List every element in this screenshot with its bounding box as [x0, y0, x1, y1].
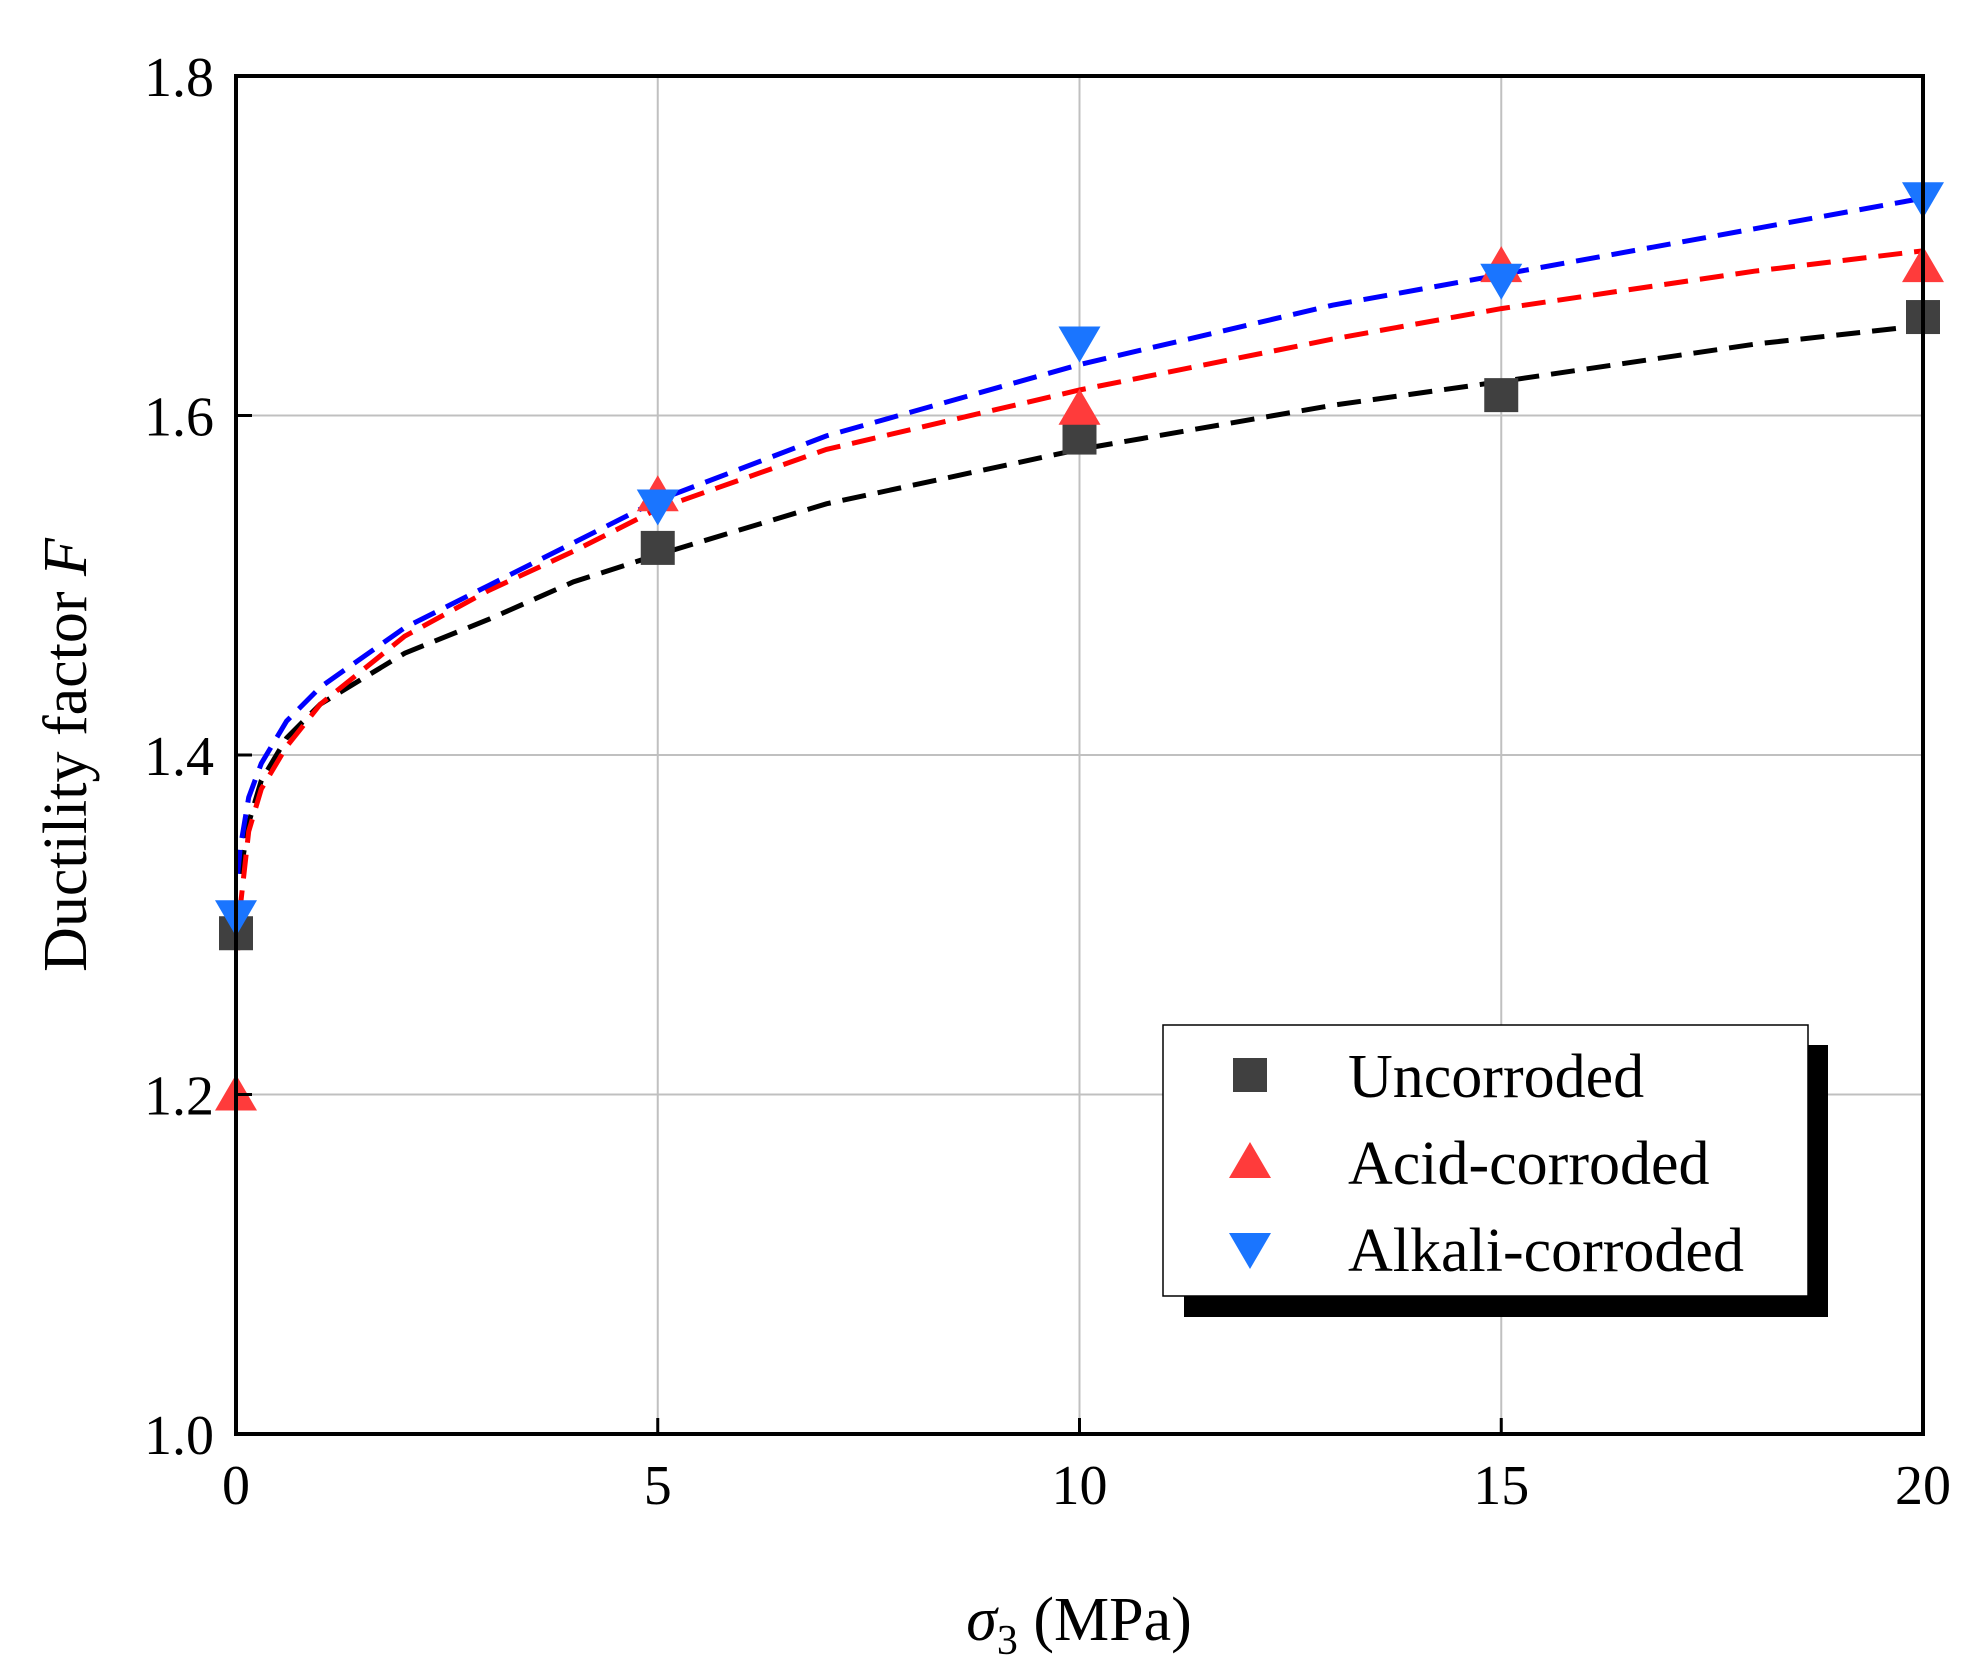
axis-ticks: 0 5 10 15 20 1.0 1.2 1.4 1.6 1.8 — [144, 47, 1951, 1517]
y-tick-label: 1.4 — [144, 726, 214, 788]
point-acid-corroded — [1058, 388, 1101, 425]
x-tick-label: 5 — [644, 1455, 672, 1517]
legend-marker-uncorroded — [1233, 1058, 1267, 1092]
legend-box — [1162, 1024, 1809, 1297]
x-axis-title: σ3 (MPa) — [966, 1586, 1192, 1664]
y-tick-label: 1.2 — [144, 1066, 214, 1128]
fit-curve-acid-corroded — [235, 248, 1924, 951]
legend-marker-acid-corroded — [1229, 1142, 1271, 1178]
fit-curves — [235, 195, 1924, 951]
x-tick-label: 0 — [222, 1455, 250, 1517]
point-uncorroded — [1062, 420, 1097, 455]
point-alkali-corroded — [1058, 326, 1101, 363]
point-uncorroded — [1484, 378, 1519, 413]
x-tick-label: 10 — [1052, 1455, 1108, 1517]
y-axis-text: Ductility factor — [32, 576, 100, 972]
x-axis-symbol: σ — [966, 1586, 999, 1654]
x-axis-unit: (MPa) — [1018, 1586, 1192, 1654]
legend-label-alkali-corroded: Alkali-corroded — [1348, 1217, 1744, 1285]
x-tick-label: 20 — [1895, 1455, 1951, 1517]
legend-marker-alkali-corroded — [1229, 1233, 1271, 1269]
y-tick-label: 1.6 — [144, 387, 214, 449]
fit-curve-alkali-corroded — [235, 195, 1924, 875]
y-axis-title: Ductility factor F — [32, 537, 100, 972]
x-axis-subscript: 3 — [997, 1618, 1018, 1664]
point-alkali-corroded — [1480, 263, 1523, 300]
y-axis-variable: F — [32, 537, 100, 577]
point-alkali-corroded — [636, 489, 679, 526]
legend: Uncorroded Acid-corroded Alkali-corroded — [1162, 1024, 1828, 1317]
y-tick-label: 1.0 — [144, 1405, 214, 1467]
legend-label-acid-corroded: Acid-corroded — [1348, 1130, 1710, 1198]
fit-curve-uncorroded — [237, 323, 1924, 875]
y-tick-label: 1.8 — [144, 47, 214, 109]
legend-label-uncorroded: Uncorroded — [1348, 1043, 1644, 1111]
x-tick-label: 15 — [1473, 1455, 1529, 1517]
point-uncorroded — [640, 530, 675, 565]
